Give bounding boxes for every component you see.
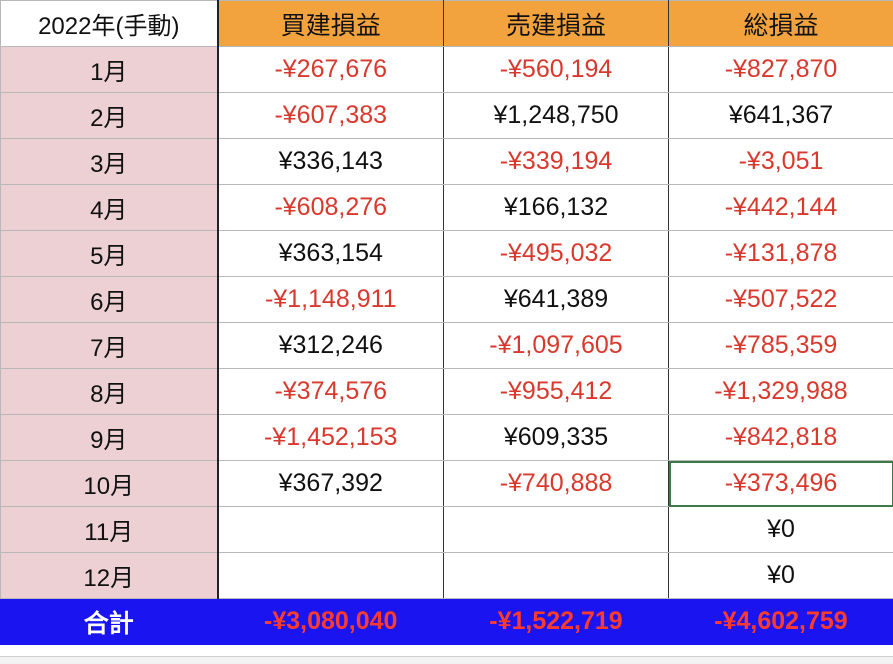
month-row: 5月¥363,154-¥495,032-¥131,878 (1, 231, 893, 277)
month-label-cell[interactable]: 5月 (1, 231, 218, 277)
buy-pnl-cell[interactable]: -¥1,452,153 (218, 415, 444, 461)
buy-pnl-cell[interactable] (218, 507, 444, 553)
total-pnl-cell[interactable]: ¥641,367 (669, 93, 893, 139)
sell-pnl-cell[interactable]: -¥1,097,605 (444, 323, 669, 369)
column-header-total-pnl[interactable]: 総損益 (669, 1, 893, 47)
sell-pnl-cell[interactable]: -¥339,194 (444, 139, 669, 185)
month-label-cell[interactable]: 11月 (1, 507, 218, 553)
column-header-sell-pnl[interactable]: 売建損益 (444, 1, 669, 47)
total-pnl-cell[interactable]: -¥3,051 (669, 139, 893, 185)
sell-pnl-cell[interactable]: -¥740,888 (444, 461, 669, 507)
total-pnl-cell[interactable]: -¥507,522 (669, 277, 893, 323)
buy-pnl-cell[interactable]: -¥1,148,911 (218, 277, 444, 323)
month-label-cell[interactable]: 2月 (1, 93, 218, 139)
month-label-cell[interactable]: 12月 (1, 553, 218, 599)
month-row: 1月-¥267,676-¥560,194-¥827,870 (1, 47, 893, 93)
sell-pnl-cell[interactable]: ¥166,132 (444, 185, 669, 231)
buy-pnl-cell[interactable]: -¥607,383 (218, 93, 444, 139)
buy-pnl-cell[interactable]: ¥367,392 (218, 461, 444, 507)
column-header-buy-pnl[interactable]: 買建損益 (218, 1, 444, 47)
total-row: 合計 -¥3,080,040 -¥1,522,719 -¥4,602,759 (1, 599, 893, 645)
total-pnl-cell[interactable]: -¥1,329,988 (669, 369, 893, 415)
month-label-cell[interactable]: 7月 (1, 323, 218, 369)
month-label-cell[interactable]: 8月 (1, 369, 218, 415)
month-row: 4月-¥608,276¥166,132-¥442,144 (1, 185, 893, 231)
buy-pnl-cell[interactable]: -¥608,276 (218, 185, 444, 231)
month-row: 2月-¥607,383¥1,248,750¥641,367 (1, 93, 893, 139)
buy-pnl-cell[interactable]: -¥374,576 (218, 369, 444, 415)
header-row: 2022年(手動) 買建損益 売建損益 総損益 (1, 1, 893, 47)
sell-pnl-cell[interactable]: -¥955,412 (444, 369, 669, 415)
month-row: 8月-¥374,576-¥955,412-¥1,329,988 (1, 369, 893, 415)
sell-pnl-cell[interactable]: -¥560,194 (444, 47, 669, 93)
month-label-cell[interactable]: 4月 (1, 185, 218, 231)
buy-pnl-cell[interactable]: ¥312,246 (218, 323, 444, 369)
sell-pnl-cell[interactable] (444, 553, 669, 599)
month-row: 7月¥312,246-¥1,097,605-¥785,359 (1, 323, 893, 369)
sell-pnl-cell[interactable]: ¥641,389 (444, 277, 669, 323)
month-row: 9月-¥1,452,153¥609,335-¥842,818 (1, 415, 893, 461)
month-row: 10月¥367,392-¥740,888-¥373,496 (1, 461, 893, 507)
sell-pnl-cell[interactable]: ¥609,335 (444, 415, 669, 461)
buy-pnl-cell[interactable] (218, 553, 444, 599)
total-buy-pnl-cell[interactable]: -¥3,080,040 (218, 599, 444, 645)
buy-pnl-cell[interactable]: -¥267,676 (218, 47, 444, 93)
month-row: 3月¥336,143-¥339,194-¥3,051 (1, 139, 893, 185)
total-pnl-cell[interactable]: -¥827,870 (669, 47, 893, 93)
total-pnl-cell[interactable]: -¥442,144 (669, 185, 893, 231)
month-row: 12月 ¥0 (1, 553, 893, 599)
month-label-cell[interactable]: 6月 (1, 277, 218, 323)
total-pnl-cell[interactable]: -¥373,496 (669, 461, 893, 507)
total-sell-pnl-cell[interactable]: -¥1,522,719 (444, 599, 669, 645)
buy-pnl-cell[interactable]: ¥363,154 (218, 231, 444, 277)
sell-pnl-cell[interactable]: -¥495,032 (444, 231, 669, 277)
pnl-table: 2022年(手動) 買建損益 売建損益 総損益 1月-¥267,676-¥560… (0, 0, 893, 645)
sell-pnl-cell[interactable] (444, 507, 669, 553)
month-label-cell[interactable]: 1月 (1, 47, 218, 93)
total-overall-pnl-cell[interactable]: -¥4,602,759 (669, 599, 893, 645)
month-row: 6月-¥1,148,911¥641,389-¥507,522 (1, 277, 893, 323)
sell-pnl-cell[interactable]: ¥1,248,750 (444, 93, 669, 139)
total-pnl-cell[interactable]: -¥842,818 (669, 415, 893, 461)
total-pnl-cell[interactable]: -¥785,359 (669, 323, 893, 369)
year-label-cell[interactable]: 2022年(手動) (1, 1, 218, 47)
total-pnl-cell[interactable]: ¥0 (669, 553, 893, 599)
total-pnl-cell[interactable]: ¥0 (669, 507, 893, 553)
month-row: 11月 ¥0 (1, 507, 893, 553)
month-label-cell[interactable]: 3月 (1, 139, 218, 185)
total-pnl-cell[interactable]: -¥131,878 (669, 231, 893, 277)
month-label-cell[interactable]: 10月 (1, 461, 218, 507)
buy-pnl-cell[interactable]: ¥336,143 (218, 139, 444, 185)
total-label-cell[interactable]: 合計 (1, 599, 218, 645)
month-label-cell[interactable]: 9月 (1, 415, 218, 461)
